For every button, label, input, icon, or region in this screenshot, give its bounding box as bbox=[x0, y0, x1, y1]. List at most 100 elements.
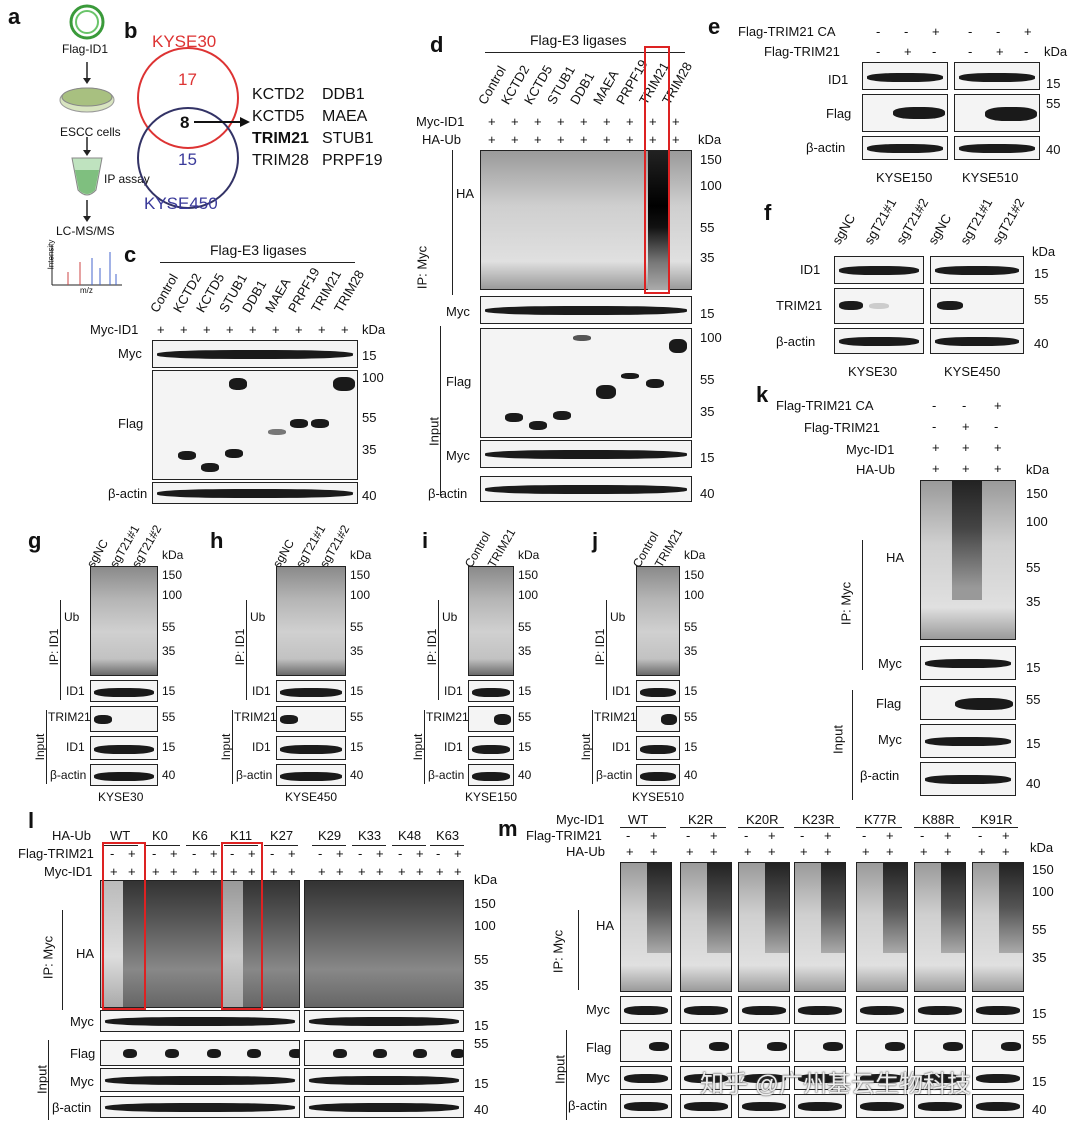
marker: 55 bbox=[350, 710, 364, 724]
plus-sign: + bbox=[341, 322, 349, 337]
blot-label: Ub bbox=[64, 610, 80, 624]
marker: 35 bbox=[700, 404, 715, 419]
f-cell-1: KYSE30 bbox=[848, 364, 898, 379]
marker: 15 bbox=[1034, 266, 1049, 281]
marker: 15 bbox=[162, 684, 176, 698]
m-blot-myc-input-image bbox=[794, 1066, 846, 1090]
sign: + bbox=[978, 844, 986, 859]
watermark: 知乎 @广州基云生物科技 bbox=[700, 1071, 972, 1098]
f-blot-actin-image-1 bbox=[834, 328, 924, 354]
d-row-myc-id1: Myc-ID1 bbox=[416, 114, 465, 129]
d-blot-myc-image bbox=[480, 296, 692, 324]
sign: + bbox=[768, 828, 776, 843]
marker: 35 bbox=[700, 250, 715, 265]
sign: - bbox=[876, 24, 881, 39]
m-blot-myc: Myc bbox=[586, 1002, 610, 1017]
e-cell-2: KYSE510 bbox=[962, 170, 1019, 185]
m-blot-actin-image bbox=[620, 1094, 672, 1118]
group-label: K6 bbox=[192, 828, 208, 843]
blot-label: β-actin bbox=[596, 768, 633, 782]
d-blot-ha: HA bbox=[456, 186, 475, 201]
marker: 40 bbox=[162, 768, 176, 782]
m-blot-myc-image bbox=[738, 996, 790, 1024]
m-blot-flag-image bbox=[794, 1030, 846, 1062]
marker: 40 bbox=[518, 768, 532, 782]
l-blot-myc-input: Myc bbox=[70, 1074, 94, 1089]
d-blot-flag: Flag bbox=[446, 374, 472, 389]
sign: - bbox=[994, 419, 999, 434]
marker: 15 bbox=[1026, 736, 1041, 751]
m-blot-myc-image bbox=[680, 996, 732, 1024]
f-cell-2: KYSE450 bbox=[944, 364, 1001, 379]
m-blot-myc-input-image bbox=[620, 1066, 672, 1090]
marker: 15 bbox=[684, 740, 698, 754]
m-blot-myc-image bbox=[914, 996, 966, 1024]
m-blot-myc-image bbox=[856, 996, 908, 1024]
l-blot-flag: Flag bbox=[70, 1046, 96, 1061]
marker: 100 bbox=[700, 330, 722, 345]
ub-blot-image bbox=[90, 566, 158, 676]
m-blot-actin-image bbox=[914, 1094, 966, 1118]
d-row-ha-ub: HA-Ub bbox=[422, 132, 462, 147]
sign: + bbox=[318, 864, 326, 879]
sign: - bbox=[968, 44, 973, 59]
marker: 100 bbox=[684, 588, 705, 602]
m-blot-flag: Flag bbox=[586, 1040, 612, 1055]
lane-label: sgNC bbox=[925, 211, 955, 247]
sign: + bbox=[944, 828, 952, 843]
sign: + bbox=[170, 846, 178, 861]
e-row-wt: Flag-TRIM21 bbox=[764, 44, 840, 59]
plus-sign: + bbox=[672, 132, 680, 147]
ub-blot-image bbox=[276, 566, 346, 676]
marker: 55 bbox=[518, 620, 532, 634]
plus-sign: + bbox=[626, 114, 634, 129]
marker: 15 bbox=[474, 1018, 489, 1033]
marker: 40 bbox=[474, 1102, 489, 1117]
sign: - bbox=[192, 846, 197, 861]
marker: 55 bbox=[1026, 560, 1041, 575]
plus-sign: + bbox=[649, 132, 657, 147]
f-blot-actin: β-actin bbox=[776, 334, 816, 349]
blot-label: ID1 bbox=[444, 684, 463, 698]
sign: + bbox=[886, 828, 894, 843]
venn-n1: 17 bbox=[178, 70, 197, 89]
sign: + bbox=[744, 844, 752, 859]
sign: + bbox=[994, 398, 1002, 413]
c-kda: kDa bbox=[362, 322, 386, 337]
e-cell-1: KYSE150 bbox=[876, 170, 933, 185]
plus-sign: + bbox=[511, 114, 519, 129]
group-label: WT bbox=[628, 812, 649, 827]
plus-sign: + bbox=[534, 132, 542, 147]
group-label: WT bbox=[110, 828, 131, 843]
sign: + bbox=[358, 864, 366, 879]
k-blot-myc-input: Myc bbox=[878, 732, 902, 747]
marker: 100 bbox=[518, 588, 539, 602]
l-blot-actin-image-1 bbox=[100, 1096, 300, 1118]
m-blot-flag-image bbox=[620, 1030, 672, 1062]
sign: + bbox=[862, 844, 870, 859]
sign: + bbox=[416, 864, 424, 879]
marker: 40 bbox=[350, 768, 364, 782]
blot-label: ID1 bbox=[252, 740, 271, 754]
marker: 150 bbox=[684, 568, 705, 582]
plus-sign: + bbox=[180, 322, 188, 337]
kda: kDa bbox=[162, 548, 184, 562]
sign: - bbox=[932, 419, 937, 434]
venn-overlap: 8 bbox=[180, 113, 190, 132]
m-blot-flag-image bbox=[738, 1030, 790, 1062]
dish-icon bbox=[59, 87, 115, 113]
panel-label: g bbox=[28, 528, 42, 553]
marker: 15 bbox=[350, 740, 364, 754]
sign: + bbox=[1002, 828, 1010, 843]
marker: 100 bbox=[1026, 514, 1048, 529]
step-flag-id1: Flag-ID1 bbox=[62, 42, 109, 56]
marker: 100 bbox=[700, 178, 722, 193]
cell-line: KYSE30 bbox=[98, 790, 144, 804]
k-row-ca: Flag-TRIM21 CA bbox=[776, 398, 874, 413]
marker: 35 bbox=[1032, 950, 1047, 965]
sign: + bbox=[996, 44, 1004, 59]
marker: 15 bbox=[518, 684, 532, 698]
marker: 40 bbox=[1032, 1102, 1047, 1117]
l-blot-myc-input-image-1 bbox=[100, 1068, 300, 1092]
blot-image bbox=[636, 680, 680, 702]
